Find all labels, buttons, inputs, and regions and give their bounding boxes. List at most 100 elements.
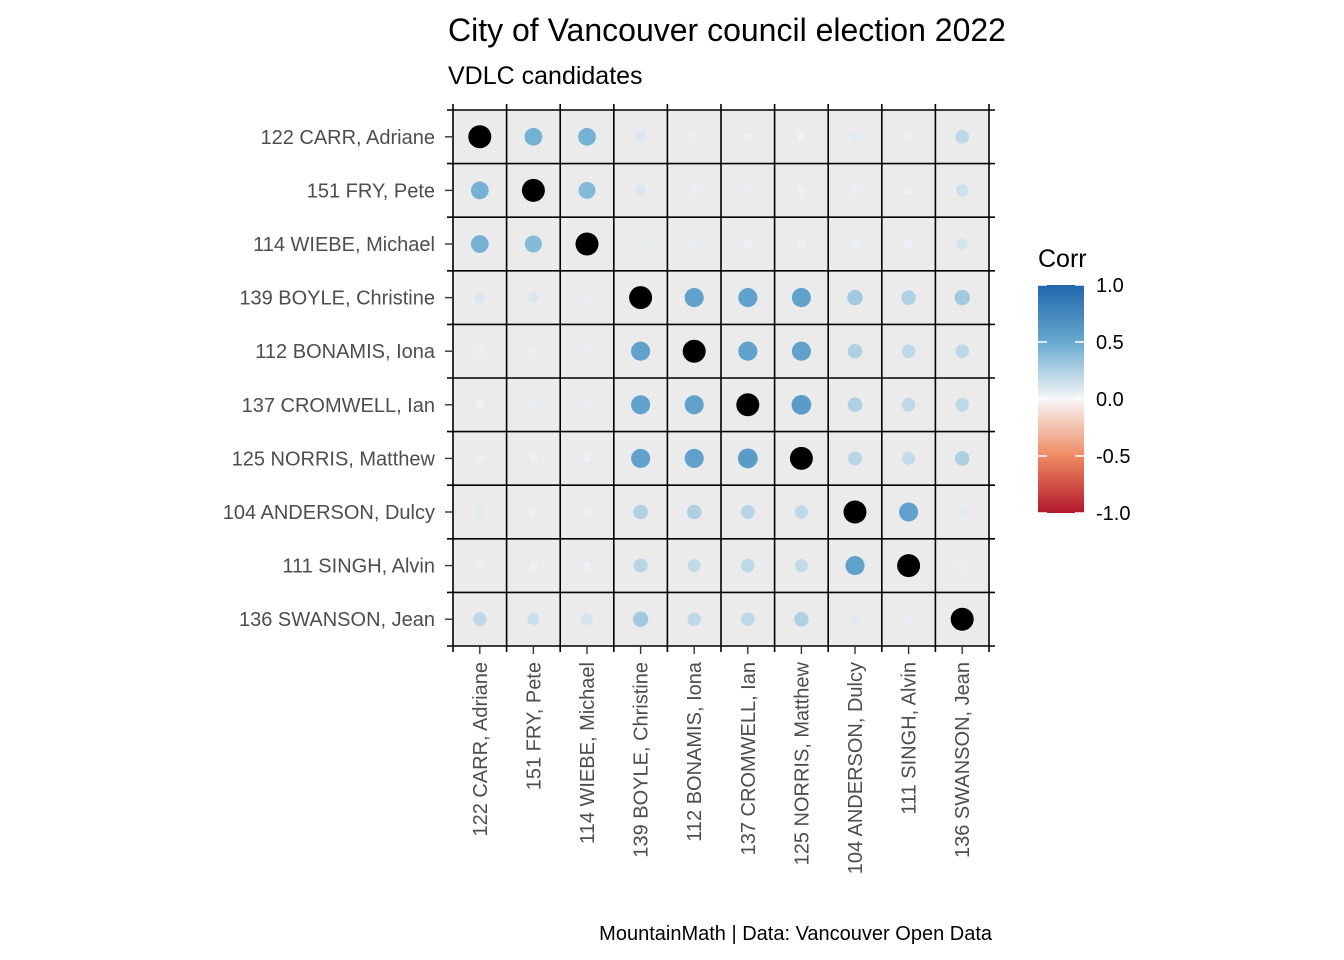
- correlation-point: [529, 454, 538, 463]
- x-tick-label: 114 WIEBE, Michael: [577, 662, 599, 844]
- correlation-point: [954, 451, 970, 466]
- correlation-point: [794, 505, 809, 519]
- correlation-point: [631, 341, 651, 361]
- correlation-point: [475, 560, 485, 571]
- chart-subtitle: VDLC candidates: [448, 62, 643, 90]
- correlation-point: [743, 132, 752, 141]
- legend-tick-label: 0.0: [1096, 389, 1124, 411]
- legend-ticks: 1.0 0.5 0.0 -0.5 -1.0: [1038, 275, 1130, 525]
- chart-caption: MountainMath | Data: Vancouver Open Data: [599, 923, 993, 945]
- correlation-point: [527, 613, 540, 626]
- correlation-point: [741, 558, 755, 573]
- correlation-point: [956, 184, 969, 197]
- correlation-point: [524, 127, 543, 146]
- correlation-point: [850, 185, 860, 196]
- correlation-point: [791, 341, 811, 361]
- x-tick-label: 137 CROMWELL, Ian: [738, 662, 760, 855]
- correlation-point: [684, 288, 704, 308]
- correlation-point: [524, 235, 542, 253]
- correlation-point: [737, 448, 758, 469]
- x-tick-label: 151 FRY, Pete: [523, 662, 545, 790]
- correlation-point: [956, 238, 968, 250]
- correlation-point: [635, 184, 647, 196]
- correlation-point: [582, 454, 592, 463]
- correlation-point: [575, 232, 599, 256]
- y-tick-label: 125 NORRIS, Matthew: [232, 448, 436, 470]
- correlation-point: [791, 394, 812, 415]
- correlation-point: [743, 239, 753, 249]
- correlation-point: [470, 235, 489, 253]
- correlation-point: [902, 451, 916, 465]
- correlation-point: [845, 556, 865, 576]
- correlation-point: [631, 395, 651, 415]
- correlation-point: [903, 614, 914, 624]
- correlation-point: [957, 506, 968, 518]
- legend: Corr 1.0 0.5 0.0 -0.5 -1.0: [1038, 245, 1130, 525]
- correlation-point: [901, 290, 916, 305]
- correlation-point: [849, 131, 861, 142]
- correlation-point: [848, 451, 862, 466]
- correlation-point: [847, 343, 863, 359]
- correlation-point: [740, 505, 755, 519]
- correlation-point: [738, 341, 758, 361]
- correlation-point: [578, 181, 596, 199]
- correlation-point: [582, 346, 592, 357]
- correlation-point: [528, 507, 539, 517]
- legend-tick-label: 0.5: [1096, 332, 1124, 354]
- correlation-point: [954, 289, 970, 306]
- x-tick-label: 112 BONAMIS, Iona: [684, 661, 706, 842]
- correlation-point: [528, 346, 539, 356]
- x-tick-label: 136 SWANSON, Jean: [952, 662, 974, 858]
- correlation-point: [955, 130, 969, 144]
- x-tick-label: 104 ANDERSON, Dulcy: [845, 662, 867, 874]
- correlation-point: [797, 239, 806, 249]
- correlation-point: [847, 289, 863, 306]
- correlation-point: [742, 185, 753, 196]
- y-tick-label: 111 SINGH, Alvin: [282, 556, 435, 578]
- legend-tick-label: -0.5: [1096, 446, 1130, 468]
- y-tick-label: 137 CROMWELL, Ian: [242, 395, 435, 417]
- correlation-point: [582, 507, 592, 517]
- correlation-point: [950, 607, 974, 631]
- correlation-point: [682, 339, 706, 363]
- correlation-point: [475, 454, 484, 463]
- correlation-point: [633, 558, 648, 573]
- correlation-point: [689, 132, 699, 142]
- correlation-point: [849, 614, 861, 625]
- correlation-point: [582, 292, 592, 303]
- correlation-point: [794, 611, 809, 627]
- grid-lines: [447, 104, 995, 652]
- correlation-point: [903, 132, 914, 142]
- correlation-point: [957, 560, 967, 571]
- correlation-point: [631, 448, 651, 468]
- correlation-point: [797, 132, 806, 141]
- x-axis-labels: 122 CARR, Adriane 151 FRY, Pete 114 WIEBE,…: [470, 646, 974, 874]
- correlation-point: [736, 393, 760, 417]
- correlation-point: [475, 400, 484, 409]
- correlation-point: [635, 239, 646, 249]
- x-tick-label: 122 CARR, Adriane: [470, 662, 492, 837]
- correlation-point: [791, 288, 811, 308]
- x-tick-label: 125 NORRIS, Matthew: [791, 661, 813, 865]
- y-tick-label: 151 FRY, Pete: [307, 180, 435, 202]
- correlation-point: [686, 504, 702, 520]
- y-tick-label: 112 BONAMIS, Iona: [255, 341, 436, 363]
- correlation-point: [633, 504, 648, 520]
- correlation-point: [687, 559, 701, 573]
- legend-tick-label: 1.0: [1096, 275, 1124, 297]
- correlation-point: [578, 127, 596, 146]
- y-tick-label: 114 WIEBE, Michael: [253, 234, 435, 256]
- x-tick-label: 139 BOYLE, Christine: [631, 662, 653, 858]
- correlation-point: [474, 506, 485, 518]
- correlation-point: [470, 181, 489, 200]
- correlation-point: [897, 554, 921, 578]
- legend-tick-label: -1.0: [1096, 503, 1130, 525]
- correlation-point: [474, 292, 486, 304]
- correlation-point: [850, 239, 860, 249]
- chart-title: City of Vancouver council election 2022: [448, 12, 1006, 48]
- y-axis-labels: 122 CARR, Adriane 151 FRY, Pete 114 WIEBE,…: [223, 127, 453, 631]
- correlation-point: [632, 611, 649, 627]
- correlation-point: [738, 288, 758, 308]
- correlation-point: [689, 239, 700, 249]
- correlation-point: [843, 500, 867, 524]
